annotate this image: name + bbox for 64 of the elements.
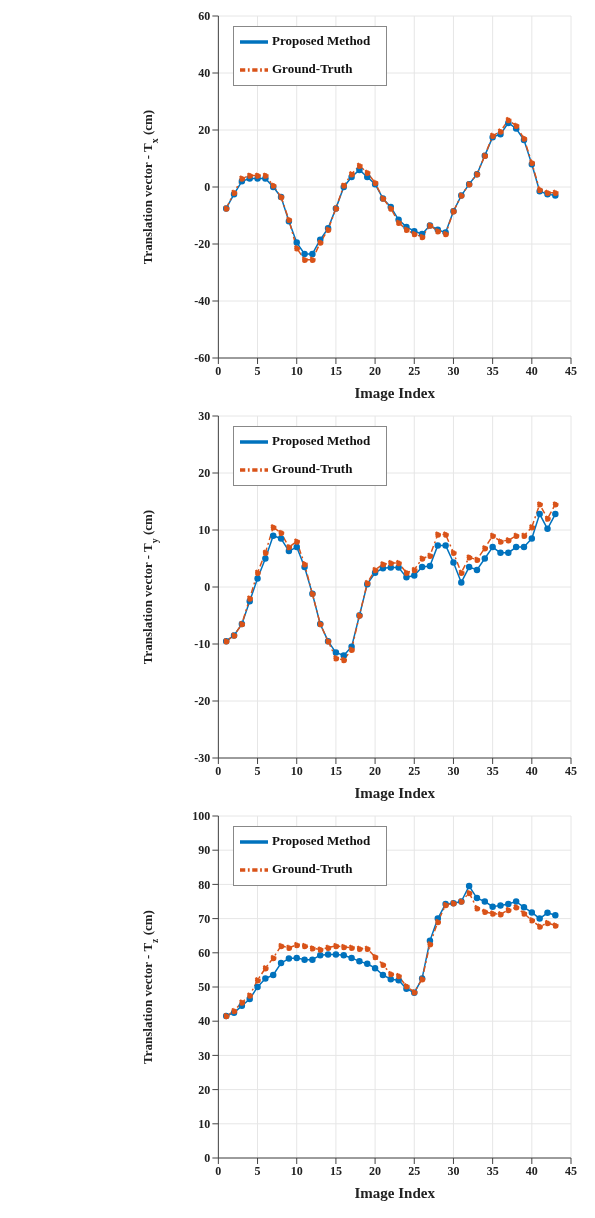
y-tick-label: 0 bbox=[204, 180, 211, 195]
x-tick-label: 5 bbox=[254, 1163, 261, 1178]
x-tick-label: 5 bbox=[254, 363, 261, 378]
x-tick-label: 40 bbox=[525, 1163, 538, 1178]
y-tick-label: -10 bbox=[194, 637, 211, 652]
legend-label: Ground-Truth bbox=[272, 860, 353, 876]
x-tick-label: 25 bbox=[408, 1163, 421, 1178]
y-tick-label: -40 bbox=[194, 294, 211, 309]
y-tick-label: 20 bbox=[198, 466, 211, 481]
x-tick-label: 25 bbox=[408, 363, 421, 378]
y-tick-label: 20 bbox=[198, 1082, 211, 1097]
x-tick-label: 0 bbox=[215, 763, 222, 778]
y-tick-label: -20 bbox=[194, 694, 211, 709]
y-tick-label: 40 bbox=[198, 1014, 211, 1029]
x-tick-label: 35 bbox=[486, 1163, 499, 1178]
x-tick-label: 45 bbox=[565, 763, 577, 778]
x-tick-label: 0 bbox=[215, 1163, 222, 1178]
y-tick-label: 10 bbox=[198, 1117, 211, 1132]
y-tick-label: -30 bbox=[194, 751, 211, 766]
y-tick-label: -20 bbox=[194, 237, 211, 252]
y-tick-label: 30 bbox=[198, 409, 211, 424]
x-tick-label: 5 bbox=[254, 763, 261, 778]
y-tick-label: 80 bbox=[198, 877, 211, 892]
y-tick-label: 0 bbox=[204, 1151, 211, 1166]
x-tick-label: 35 bbox=[486, 363, 499, 378]
y-tick-label: 70 bbox=[198, 911, 211, 926]
x-tick-label: 25 bbox=[408, 763, 421, 778]
x-tick-label: 30 bbox=[447, 763, 460, 778]
y-tick-label: 0 bbox=[204, 580, 211, 595]
x-tick-label: 20 bbox=[369, 363, 382, 378]
y-tick-label: 60 bbox=[198, 946, 211, 961]
x-tick-label: 10 bbox=[290, 763, 303, 778]
legend-label: Ground-Truth bbox=[272, 60, 353, 76]
y-tick-label: 60 bbox=[198, 9, 211, 24]
x-tick-label: 15 bbox=[329, 1163, 342, 1178]
x-axis-title: Image Index bbox=[354, 385, 436, 401]
y-tick-label: 100 bbox=[192, 809, 211, 824]
y-tick-label: 50 bbox=[198, 980, 211, 995]
x-axis-title: Image Index bbox=[354, 1185, 436, 1201]
x-tick-label: 20 bbox=[369, 1163, 382, 1178]
x-tick-label: 20 bbox=[369, 763, 382, 778]
y-tick-label: 10 bbox=[198, 523, 211, 538]
x-tick-label: 45 bbox=[565, 363, 577, 378]
x-tick-label: 0 bbox=[215, 363, 222, 378]
y-tick-label: 30 bbox=[198, 1048, 211, 1063]
x-tick-label: 10 bbox=[290, 1163, 303, 1178]
x-axis-title: Image Index bbox=[354, 785, 436, 801]
y-tick-label: 90 bbox=[198, 843, 211, 858]
y-tick-label: 40 bbox=[198, 66, 211, 81]
x-tick-label: 45 bbox=[565, 1163, 577, 1178]
x-tick-label: 35 bbox=[486, 763, 499, 778]
x-tick-label: 40 bbox=[525, 763, 538, 778]
legend-label: Ground-Truth bbox=[272, 460, 353, 476]
x-tick-label: 30 bbox=[447, 363, 460, 378]
x-tick-label: 15 bbox=[329, 363, 342, 378]
y-tick-label: -60 bbox=[194, 351, 211, 366]
x-tick-label: 10 bbox=[290, 363, 303, 378]
legend-label: Proposed Method bbox=[272, 832, 371, 848]
x-tick-label: 15 bbox=[329, 763, 342, 778]
legend-label: Proposed Method bbox=[272, 32, 371, 48]
x-tick-label: 40 bbox=[525, 363, 538, 378]
x-tick-label: 30 bbox=[447, 1163, 460, 1178]
legend-label: Proposed Method bbox=[272, 432, 371, 448]
y-tick-label: 20 bbox=[198, 123, 211, 138]
